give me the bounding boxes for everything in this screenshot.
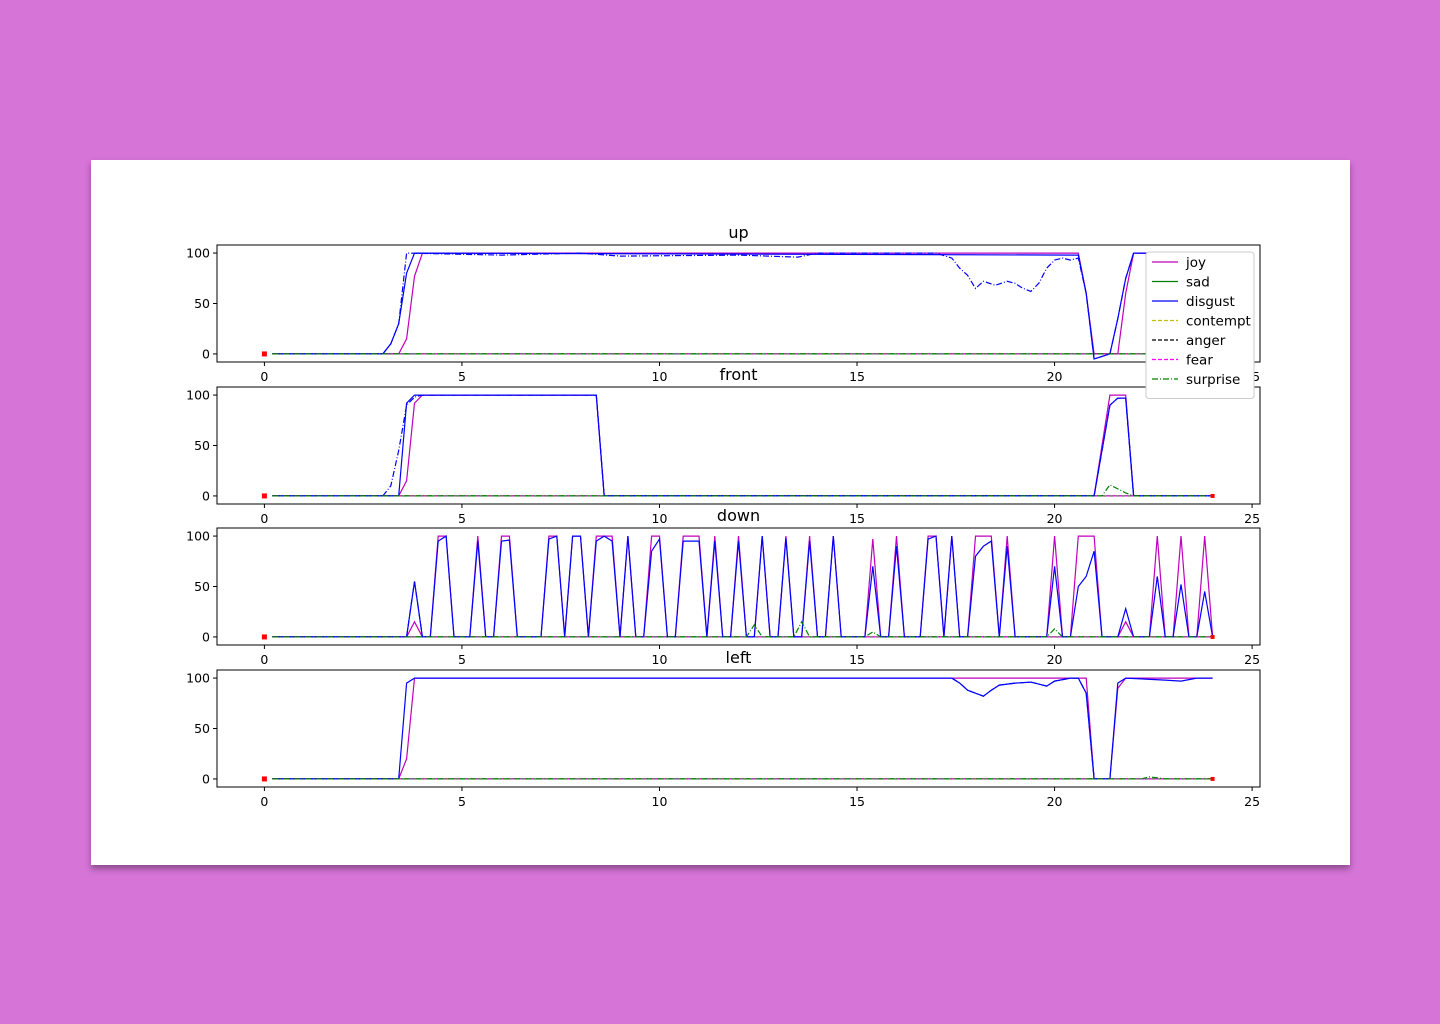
- x-tick-label: 5: [458, 369, 466, 384]
- legend: joy sad disgust contempt anger fear surprise: [1145, 251, 1255, 399]
- x-tick-label: 5: [458, 511, 466, 526]
- x-tick-label: 10: [652, 652, 668, 667]
- x-tick-label: 25: [1244, 511, 1260, 526]
- legend-label-surprise: surprise: [1186, 372, 1240, 388]
- x-tick-label: 0: [260, 369, 268, 384]
- x-tick-label: 0: [260, 794, 268, 809]
- chart-panel-up: up0510152025050100: [186, 223, 1261, 384]
- y-tick-label: 50: [194, 721, 210, 736]
- x-tick-label: 15: [849, 652, 865, 667]
- y-tick-label: 100: [186, 529, 210, 544]
- legend-box: [1145, 251, 1255, 399]
- series-joy: [272, 677, 1213, 780]
- series-surprise: [272, 620, 1213, 638]
- x-tick-label: 10: [652, 369, 668, 384]
- y-tick-label: 50: [194, 296, 210, 311]
- legend-label-sad: sad: [1186, 275, 1210, 291]
- x-tick-label: 25: [1244, 652, 1260, 667]
- plot-frame: [216, 669, 1261, 788]
- x-tick-label: 0: [260, 511, 268, 526]
- chart-title: front: [719, 365, 757, 384]
- y-tick-label: 0: [202, 629, 210, 644]
- end-marker: [1210, 634, 1215, 639]
- y-tick-label: 0: [202, 771, 210, 786]
- y-tick-label: 100: [186, 246, 210, 261]
- series-blue_dashdot: [406, 581, 423, 637]
- y-tick-label: 0: [202, 488, 210, 503]
- figure-canvas: up0510152025050100front0510152025050100d…: [91, 160, 1350, 865]
- x-tick-label: 15: [849, 511, 865, 526]
- origin-marker: [261, 634, 267, 640]
- legend-label-contempt: contempt: [1186, 314, 1251, 330]
- series-surprise: [272, 776, 1213, 780]
- x-tick-label: 10: [652, 511, 668, 526]
- legend-label-anger: anger: [1186, 333, 1226, 349]
- origin-marker: [261, 351, 267, 357]
- x-tick-label: 10: [652, 794, 668, 809]
- end-marker: [1210, 776, 1215, 781]
- legend-label-fear: fear: [1186, 353, 1213, 369]
- x-tick-label: 20: [1047, 511, 1063, 526]
- x-tick-label: 20: [1047, 369, 1063, 384]
- y-tick-label: 100: [186, 388, 210, 403]
- y-tick-label: 50: [194, 438, 210, 453]
- series-blue_dashdot: [382, 394, 1135, 497]
- end-marker: [1210, 493, 1215, 498]
- x-tick-label: 0: [260, 652, 268, 667]
- plot-frame: [216, 244, 1261, 363]
- series-surprise: [272, 484, 1213, 497]
- x-tick-label: 15: [849, 794, 865, 809]
- series-blue_dashdot: [951, 677, 1095, 779]
- x-tick-label: 5: [458, 794, 466, 809]
- legend-label-disgust: disgust: [1186, 294, 1235, 310]
- x-tick-label: 20: [1047, 794, 1063, 809]
- chart-title: down: [717, 506, 760, 525]
- legend-label-joy: joy: [1185, 255, 1206, 271]
- x-tick-label: 5: [458, 652, 466, 667]
- x-tick-label: 15: [849, 369, 865, 384]
- origin-marker: [261, 776, 267, 782]
- series-disgust: [272, 535, 1214, 638]
- plot-frame: [216, 386, 1261, 505]
- emotion-charts: up0510152025050100front0510152025050100d…: [186, 223, 1261, 809]
- y-tick-label: 50: [194, 579, 210, 594]
- series-blue_dashdot: [382, 252, 1213, 360]
- chart-title: up: [728, 223, 748, 242]
- y-tick-label: 100: [186, 671, 210, 686]
- y-tick-label: 0: [202, 346, 210, 361]
- chart-title: left: [726, 648, 752, 667]
- x-tick-label: 20: [1047, 652, 1063, 667]
- x-tick-label: 25: [1244, 794, 1260, 809]
- origin-marker: [261, 493, 267, 499]
